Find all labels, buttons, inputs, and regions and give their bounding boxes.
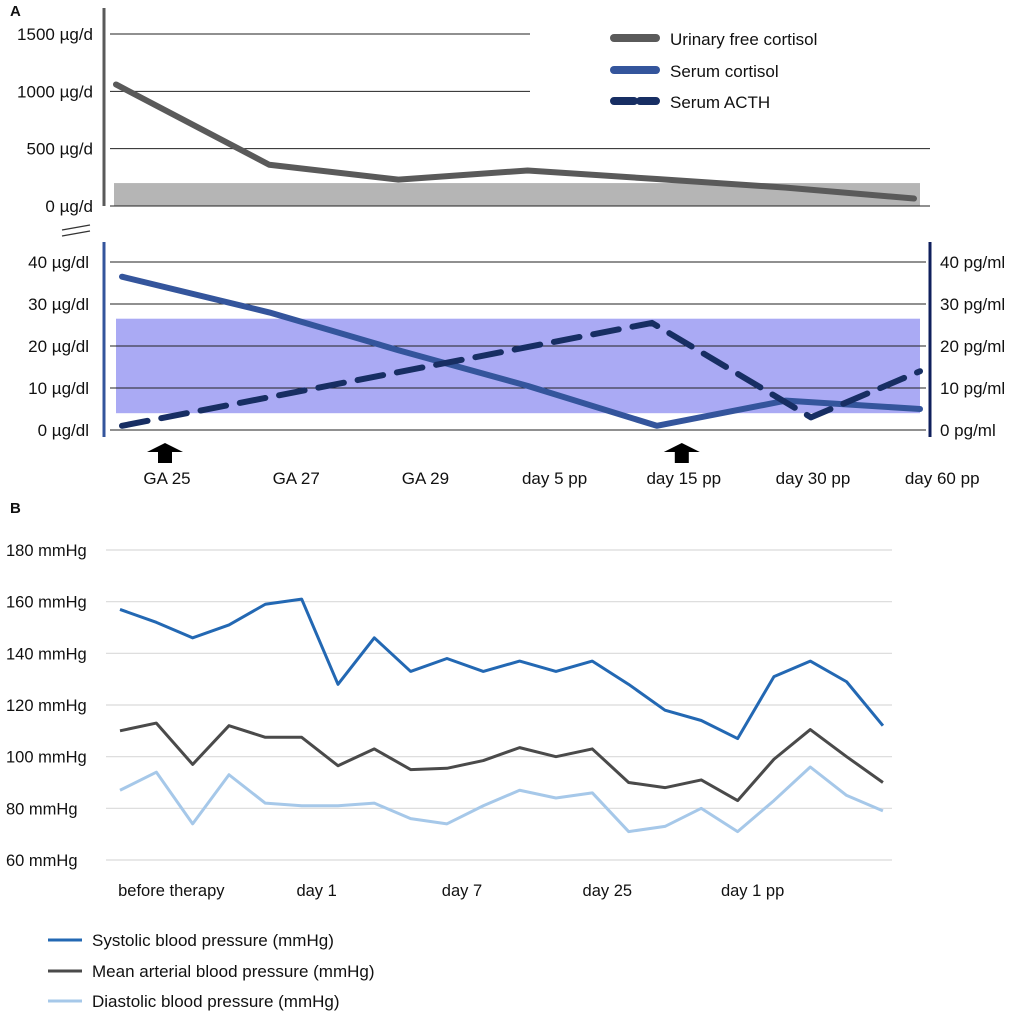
cortisol-y-tick: 40 µg/dl: [28, 253, 89, 272]
bp-y-tick: 140 mmHg: [6, 645, 87, 663]
x-tick-label: day 5 pp: [522, 469, 587, 488]
cortisol-gridlines: [110, 261, 926, 431]
bp-x-tick-labels: before therapy day 1 day 7 day 25 day 1 pp: [118, 882, 784, 900]
cortisol-y-tick: 10 µg/dl: [28, 379, 89, 398]
bp-x-tick: day 25: [583, 882, 633, 900]
acth-y-tick: 30 pg/ml: [940, 295, 1005, 314]
bp-y-tick: 160 mmHg: [6, 594, 87, 612]
x-tick-label: GA 25: [143, 469, 190, 488]
x-tick-label: day 60 pp: [905, 469, 980, 488]
bp-y-tick: 100 mmHg: [6, 749, 87, 767]
treatment-arrow: [663, 443, 700, 463]
cortisol-y-tick: 30 µg/dl: [28, 295, 89, 314]
cortisol-y-tick: 20 µg/dl: [28, 337, 89, 356]
panel-b-legend: Systolic blood pressure (mmHg) Mean arte…: [48, 931, 375, 1011]
blood-pressure-plot: 60 mmHg 80 mmHg 100 mmHg 120 mmHg 140 mmHg 16…: [6, 542, 892, 1011]
cortisol-reference-range: [116, 318, 920, 414]
x-tick-label: GA 27: [273, 469, 320, 488]
ufc-y-tick: 0 µg/d: [45, 197, 93, 216]
legend-label-serum-cortisol: Serum cortisol: [670, 62, 779, 81]
legend-label-map: Mean arterial blood pressure (mmHg): [92, 962, 375, 981]
axis-break-mark: [61, 224, 91, 237]
ufc-y-tick: 1000 µg/d: [17, 82, 93, 101]
acth-series-line: [119, 319, 923, 429]
ufc-series-line: [113, 81, 917, 202]
bp-x-tick: day 7: [442, 882, 482, 900]
panel-a-legend: Urinary free cortisol Serum cortisol Ser…: [610, 30, 817, 112]
x-tick-label: day 15 pp: [646, 469, 721, 488]
bp-x-tick: day 1: [296, 882, 336, 900]
ufc-gridlines: [110, 33, 930, 207]
ufc-y-tick: 500 µg/d: [26, 140, 93, 159]
bp-x-tick: before therapy: [118, 882, 225, 900]
treatment-arrow: [147, 443, 183, 463]
ufc-plot: 0 µg/d 500 µg/d 1000 µg/d 1500 µg/d Urinary…: [17, 8, 930, 216]
bp-x-tick: day 1 pp: [721, 882, 784, 900]
legend-label-diastolic: Diastolic blood pressure (mmHg): [92, 992, 340, 1011]
treatment-arrows: [147, 443, 700, 463]
cortisol-y-tick: 0 µg/dl: [38, 421, 89, 440]
bp-y-tick: 120 mmHg: [6, 697, 87, 715]
x-tick-label: day 30 pp: [776, 469, 851, 488]
map-series-line: [119, 721, 884, 803]
panel-a-label: A: [10, 3, 21, 20]
diastolic-series-line: [119, 765, 884, 834]
acth-y-tick: 10 pg/ml: [940, 379, 1005, 398]
x-tick-label: GA 29: [402, 469, 449, 488]
bp-y-tick-labels: 60 mmHg 80 mmHg 100 mmHg 120 mmHg 140 mmHg 16…: [6, 542, 87, 870]
bp-gridlines: [106, 549, 892, 861]
cortisol-y-tick-labels: 0 µg/dl 10 µg/dl 20 µg/dl 30 µg/dl 40 µg/dl: [28, 253, 89, 440]
acth-y-tick: 20 pg/ml: [940, 337, 1005, 356]
ufc-reference-range: [114, 183, 920, 206]
legend-label-systolic: Systolic blood pressure (mmHg): [92, 931, 334, 950]
legend-label-acth: Serum ACTH: [670, 93, 770, 112]
bp-y-tick: 60 mmHg: [6, 852, 78, 870]
ufc-y-tick-labels: 0 µg/d 500 µg/d 1000 µg/d 1500 µg/d: [17, 25, 93, 216]
bp-y-tick: 80 mmHg: [6, 800, 78, 818]
legend-label-ufc: Urinary free cortisol: [670, 30, 817, 49]
acth-y-tick: 0 pg/ml: [940, 421, 996, 440]
acth-y-tick-labels: 0 pg/ml 10 pg/ml 20 pg/ml 30 pg/ml 40 pg/ml: [940, 253, 1005, 440]
panel-a-x-tick-labels: GA 25 GA 27 GA 29 day 5 pp day 15 pp day 30 p…: [143, 469, 979, 488]
systolic-series-line: [119, 597, 885, 741]
panel-b-label: B: [10, 500, 21, 517]
acth-y-tick: 40 pg/ml: [940, 253, 1005, 272]
ufc-y-tick: 1500 µg/d: [17, 25, 93, 44]
bp-y-tick: 180 mmHg: [6, 542, 87, 560]
